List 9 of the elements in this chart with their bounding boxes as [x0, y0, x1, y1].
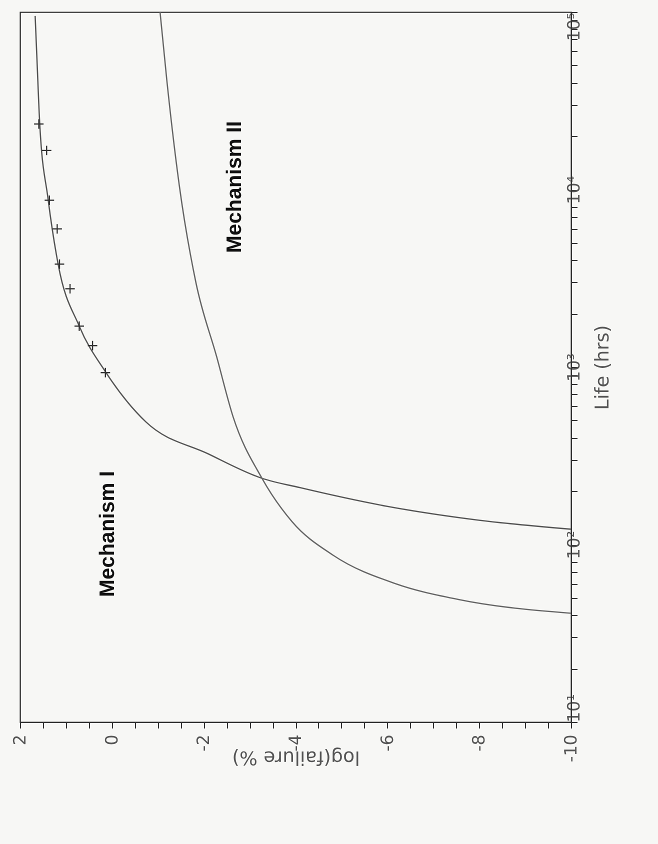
- x-tick-label: 2: [10, 734, 30, 746]
- x-tick-label: 0: [102, 734, 122, 746]
- annotation: Mechanism II: [223, 121, 246, 253]
- x-tick-label: -6: [378, 734, 398, 752]
- y-axis-title: Life (hrs): [592, 325, 614, 410]
- annotation: Mechanism I: [96, 470, 119, 598]
- x-tick-label: -8: [470, 734, 490, 752]
- x-tick-label: -10: [562, 734, 582, 762]
- x-tick-label: -2: [194, 734, 214, 752]
